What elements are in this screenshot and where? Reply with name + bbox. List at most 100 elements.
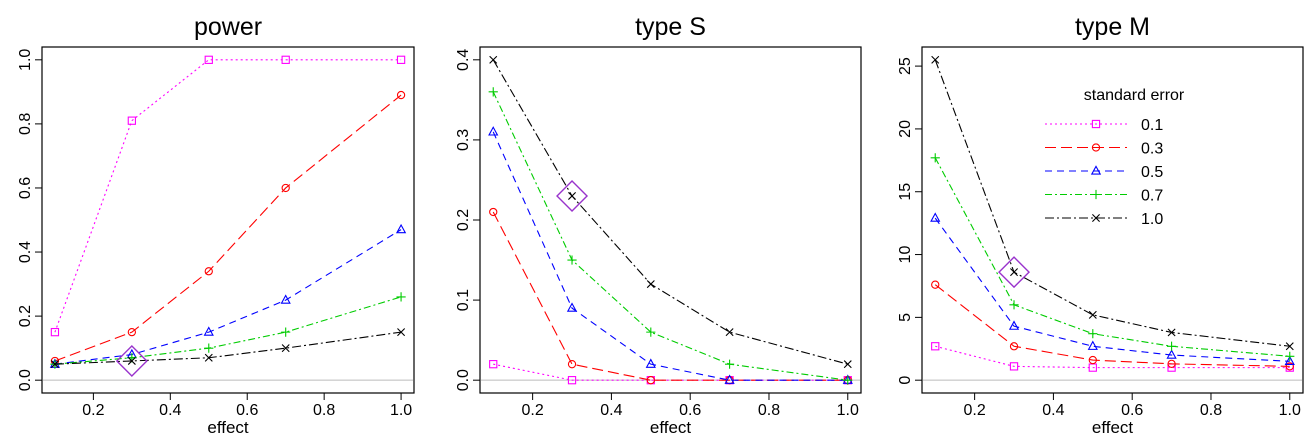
series-line	[54, 59, 402, 333]
data-point	[1010, 268, 1019, 277]
data-point	[280, 294, 291, 304]
data-point	[931, 342, 940, 351]
data-point	[1009, 362, 1019, 371]
y-tick-label: 15	[897, 183, 914, 201]
series-line	[492, 59, 848, 365]
series-line	[934, 284, 1290, 367]
x-tick-label: 0.2	[522, 402, 544, 419]
y-tick-label: 1.0	[17, 49, 34, 71]
data-point	[1285, 351, 1295, 361]
legend-title: standard error	[1084, 87, 1185, 104]
chart-title: power	[194, 13, 262, 41]
x-tick-label: 0.8	[313, 402, 335, 419]
x-tick-label: 0.2	[82, 402, 104, 419]
series-line	[935, 345, 1290, 369]
x-tick-label: 0.6	[679, 402, 701, 419]
data-point	[566, 302, 578, 312]
data-point	[488, 87, 498, 97]
highlight-diamond	[115, 344, 148, 377]
data-point	[931, 55, 940, 64]
x-axis-label: effect	[207, 418, 249, 437]
series-line	[934, 217, 1290, 362]
data-point	[843, 360, 852, 369]
x-tick-label: 0.2	[964, 402, 986, 419]
y-tick-label: 10	[897, 246, 914, 264]
legend-label: 1.0	[1141, 211, 1163, 228]
series-line	[54, 229, 402, 365]
data-point	[1088, 355, 1097, 365]
plot-frame	[41, 46, 415, 394]
legend-marker	[1091, 189, 1101, 200]
data-point	[1285, 342, 1294, 351]
chart-title: type M	[1075, 13, 1150, 41]
x-tick-label: 0.8	[758, 402, 780, 419]
data-point	[489, 207, 498, 217]
x-axis-label: effect	[1092, 418, 1134, 437]
data-point	[489, 55, 498, 64]
highlight-diamond	[998, 256, 1031, 289]
data-point	[281, 55, 290, 64]
y-tick-label: 0.0	[17, 369, 34, 391]
x-tick-label: 0.4	[159, 402, 181, 419]
data-point	[1166, 349, 1177, 359]
y-tick-label: 0.8	[17, 113, 34, 135]
data-point	[725, 328, 734, 337]
data-point	[1009, 300, 1019, 310]
x-axis-label: effect	[650, 418, 692, 437]
x-tick-label: 1.0	[1279, 402, 1301, 419]
data-point	[50, 327, 60, 337]
data-point	[281, 344, 290, 353]
data-point	[724, 359, 735, 369]
highlight-diamond	[556, 179, 589, 212]
y-tick-label: 25	[897, 57, 914, 75]
y-tick-label: 0.2	[17, 305, 34, 327]
data-point	[281, 327, 291, 337]
y-tick-label: 0.1	[455, 289, 472, 311]
data-point	[127, 327, 136, 337]
data-point	[489, 360, 498, 369]
data-point	[1167, 359, 1176, 369]
plot-frame	[479, 46, 862, 394]
data-point	[1087, 340, 1098, 350]
data-point	[646, 327, 656, 337]
y-tick-label: 0	[897, 376, 914, 385]
data-point	[843, 375, 853, 385]
data-point	[395, 223, 407, 234]
data-point	[396, 292, 406, 302]
data-point	[204, 55, 213, 64]
x-tick-label: 1.0	[390, 402, 412, 419]
series-line	[492, 211, 848, 381]
x-tick-label: 1.0	[837, 402, 859, 419]
x-tick-label: 0.6	[236, 402, 258, 419]
data-point	[1008, 320, 1020, 330]
y-tick-label: 0.2	[455, 209, 472, 231]
y-tick-label: 0.4	[17, 241, 34, 263]
data-point	[1167, 328, 1176, 337]
x-tick-label: 0.4	[600, 402, 622, 419]
data-point	[396, 55, 406, 64]
data-point	[203, 326, 214, 336]
y-tick-label: 0.4	[455, 49, 472, 71]
series-line	[54, 94, 402, 362]
y-tick-label: 20	[897, 120, 914, 138]
plot-frame	[921, 46, 1304, 394]
data-point	[127, 116, 136, 125]
x-tick-label: 0.8	[1200, 402, 1222, 419]
series-line	[492, 91, 848, 381]
chart-title: type S	[635, 13, 706, 41]
data-point	[646, 280, 655, 289]
x-tick-label: 0.4	[1042, 402, 1064, 419]
data-point	[127, 356, 136, 365]
legend-marker	[1092, 214, 1100, 222]
series-line	[493, 363, 848, 381]
data-point	[646, 376, 655, 385]
data-point	[645, 358, 656, 368]
data-point	[1088, 310, 1097, 319]
series-line	[492, 131, 848, 381]
data-point	[396, 90, 406, 100]
data-point	[931, 280, 940, 289]
y-tick-label: 0.6	[17, 177, 34, 199]
legend-marker	[1091, 143, 1101, 152]
legend-label: 0.7	[1141, 188, 1163, 205]
